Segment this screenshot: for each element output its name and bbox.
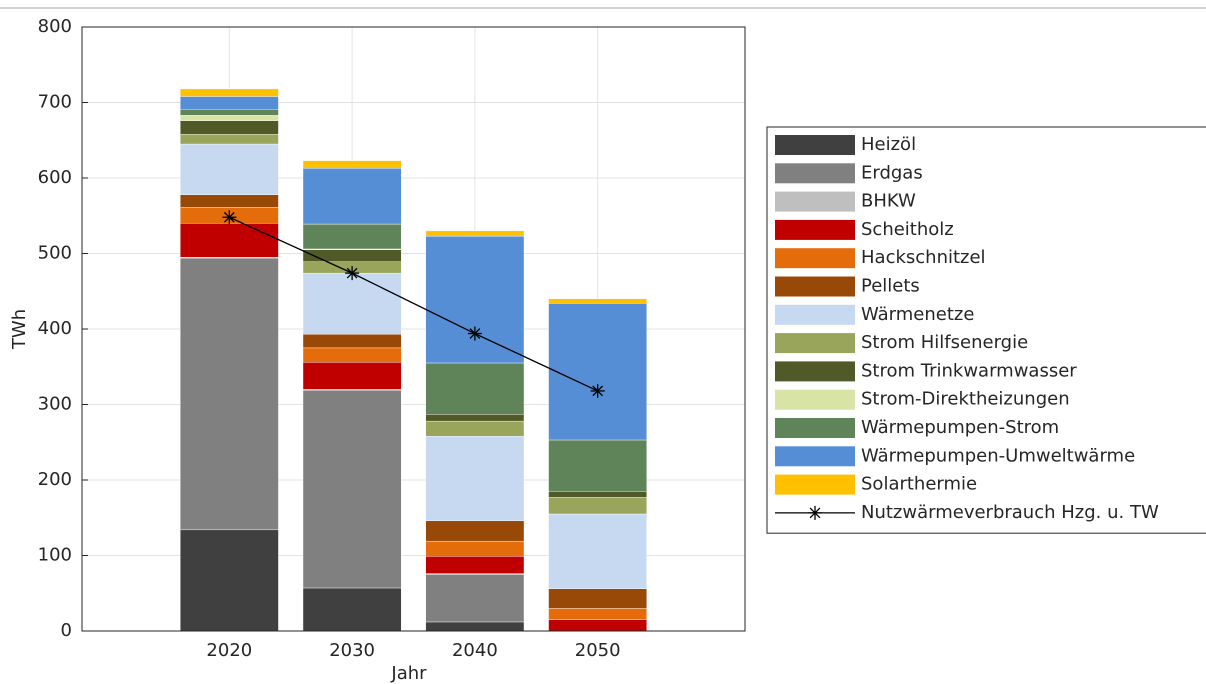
bar-segment	[548, 497, 647, 515]
bar-segment	[425, 362, 525, 415]
bar-segment	[180, 120, 279, 135]
legend-label: Erdgas	[861, 162, 923, 183]
bar-segment	[425, 235, 525, 364]
legend-swatch	[775, 446, 855, 467]
legend-swatch	[775, 219, 855, 240]
legend-swatch	[775, 135, 855, 155]
bar-segment	[302, 272, 402, 335]
line-marker	[345, 266, 360, 281]
bar-segment	[302, 167, 402, 225]
bar-segment	[180, 134, 279, 145]
bar-segment	[302, 587, 402, 632]
legend-swatch	[775, 276, 855, 297]
y-tick-label: 200	[38, 469, 72, 490]
bar-segment	[425, 414, 525, 422]
marker-stroke	[592, 385, 604, 397]
y-tick-label: 400	[38, 318, 72, 339]
marker-stroke	[469, 328, 481, 339]
bar-segment	[425, 574, 525, 623]
bar-segment	[548, 303, 647, 441]
legend-label: Scheitholz	[861, 219, 954, 240]
bar-segment	[425, 540, 525, 557]
bar-segment	[548, 619, 647, 632]
x-tick-label: 2050	[575, 640, 621, 661]
bar-segment	[425, 230, 525, 237]
bar-segment	[548, 298, 647, 304]
y-tick-label: 500	[38, 243, 72, 264]
y-tick-label: 800	[38, 16, 72, 37]
legend-label: Wärmepumpen-Strom	[861, 417, 1059, 438]
bar-segment	[302, 334, 402, 349]
y-tick-label: 100	[38, 545, 72, 566]
bar-segment	[302, 389, 402, 589]
bar-segment	[180, 96, 279, 110]
legend-label: BHKW	[861, 191, 916, 212]
bar-segment	[302, 347, 402, 363]
bar-segment	[302, 160, 402, 169]
legend-swatch	[775, 361, 855, 382]
legend-label: Heizöl	[861, 134, 916, 155]
legend-marker	[808, 505, 822, 520]
x-axis-label: Jahr	[390, 663, 427, 684]
legend-label: Wärmenetze	[861, 304, 974, 325]
legend-label: Strom Hilfsenergie	[861, 332, 1028, 353]
line-series	[229, 216, 598, 392]
legend-label: Solarthermie	[861, 474, 977, 495]
bar-segment	[548, 513, 647, 589]
legend-swatch	[775, 304, 855, 325]
bar-segment	[425, 556, 525, 574]
marker-stroke	[346, 267, 358, 279]
bar-segment	[548, 588, 647, 609]
legend-label: Strom-Direktheizungen	[861, 389, 1070, 410]
legend-label: Hackschnitzel	[861, 247, 986, 268]
y-tick-label: 300	[38, 394, 72, 415]
bar-segment	[548, 439, 647, 492]
x-tick-label: 2020	[206, 640, 252, 661]
bar-segment	[425, 621, 525, 632]
bar-segment	[425, 520, 525, 542]
bar-segment	[180, 143, 279, 195]
bar-segment	[180, 115, 279, 121]
legend-label: Pellets	[861, 276, 920, 297]
bar-segment	[548, 608, 647, 620]
bar-segment	[180, 223, 279, 258]
legend-box	[766, 126, 1206, 534]
y-tick-label: 600	[38, 167, 72, 188]
legend-label: Wärmepumpen-Umweltwärme	[861, 445, 1135, 466]
legend-swatch	[775, 333, 855, 354]
legend-swatch	[775, 418, 855, 438]
y-tick-label: 700	[38, 92, 72, 113]
line-marker	[222, 210, 237, 225]
plot-frame	[81, 26, 746, 632]
marker-stroke	[809, 507, 821, 519]
x-tick-label: 2030	[329, 640, 375, 661]
bar-segment	[180, 88, 279, 97]
marker-stroke	[223, 211, 235, 223]
bar-segment	[180, 529, 279, 632]
line-marker	[467, 326, 482, 341]
bar-segment	[548, 491, 647, 498]
y-axis-label: TWh	[9, 309, 30, 350]
bar-segment	[180, 194, 279, 208]
bar-segment	[180, 109, 279, 116]
bar-segment	[180, 257, 279, 531]
bar-segment	[302, 249, 402, 263]
bar-segment	[425, 420, 525, 437]
x-tick-label: 2040	[452, 640, 498, 661]
line-marker	[590, 383, 605, 398]
y-tick-label: 0	[61, 620, 72, 641]
legend-swatch	[775, 474, 855, 495]
bar-segment	[302, 362, 402, 390]
legend-label: Strom Trinkwarmwasser	[861, 360, 1077, 381]
legend-swatch	[775, 191, 855, 212]
legend-swatch	[775, 248, 855, 269]
bar-segment	[302, 223, 402, 250]
legend-label: Nutzwärmeverbrauch Hzg. u. TW	[861, 502, 1159, 523]
bar-segment	[425, 436, 525, 521]
legend-swatch	[775, 389, 855, 410]
legend-swatch	[775, 163, 855, 184]
